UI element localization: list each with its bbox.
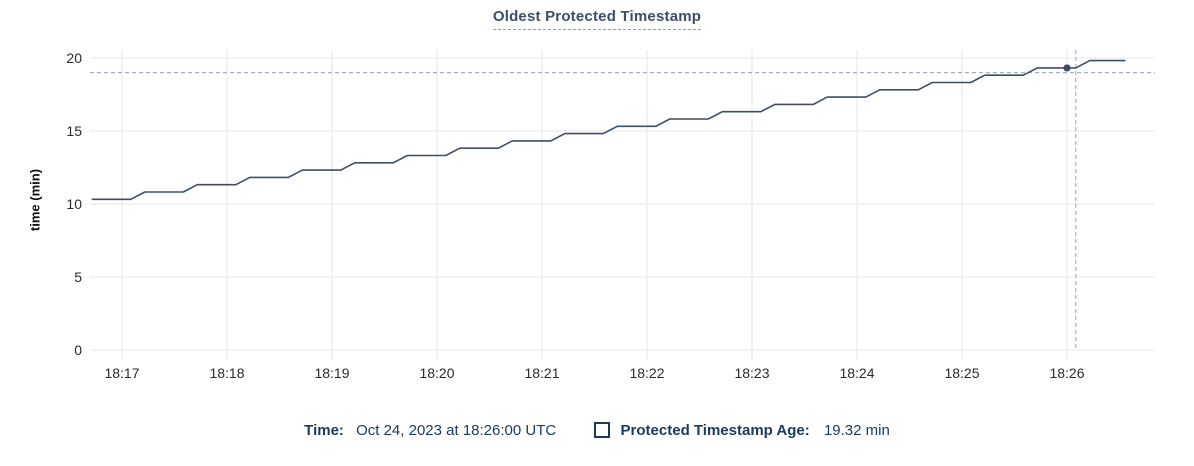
hover-point[interactable]: [1063, 64, 1071, 72]
x-tick-label: 18:21: [524, 365, 559, 381]
y-tick-label: 0: [74, 342, 82, 358]
x-tick-label: 18:22: [629, 365, 664, 381]
y-tick-label: 5: [74, 269, 82, 285]
x-tick-label: 18:25: [944, 365, 979, 381]
series-swatch: [594, 422, 611, 439]
title-row: Oldest Protected Timestamp: [0, 8, 1194, 30]
y-tick-label: 15: [66, 123, 82, 139]
chart-title[interactable]: Oldest Protected Timestamp: [492, 8, 702, 30]
time-value: Oct 24, 2023 at 18:26:00 UTC: [356, 421, 557, 439]
time-label: Time:: [304, 421, 344, 439]
x-tick-label: 18:18: [209, 365, 244, 381]
x-tick-label: 18:23: [734, 365, 769, 381]
x-tick-label: 18:19: [314, 365, 349, 381]
hover-legend: Time: Oct 24, 2023 at 18:26:00 UTC Prote…: [0, 421, 1194, 439]
chart-plot-area[interactable]: 0 5 10 15 20 18:17 18:18 18:19 18:20 18:21 18:22 18…: [0, 0, 1194, 412]
x-tick-label: 18:24: [839, 365, 874, 381]
x-tick-label: 18:20: [419, 365, 454, 381]
protected-timestamp-age-label: Protected Timestamp Age:: [620, 421, 810, 439]
x-tick-label: 18:26: [1049, 365, 1084, 381]
x-tick-label: 18:17: [104, 365, 139, 381]
y-tick-label: 20: [66, 50, 82, 66]
y-tick-label: 10: [66, 196, 82, 212]
series-line[interactable]: [91, 59, 1126, 201]
protected-timestamp-age-value: 19.32 min: [823, 421, 890, 439]
